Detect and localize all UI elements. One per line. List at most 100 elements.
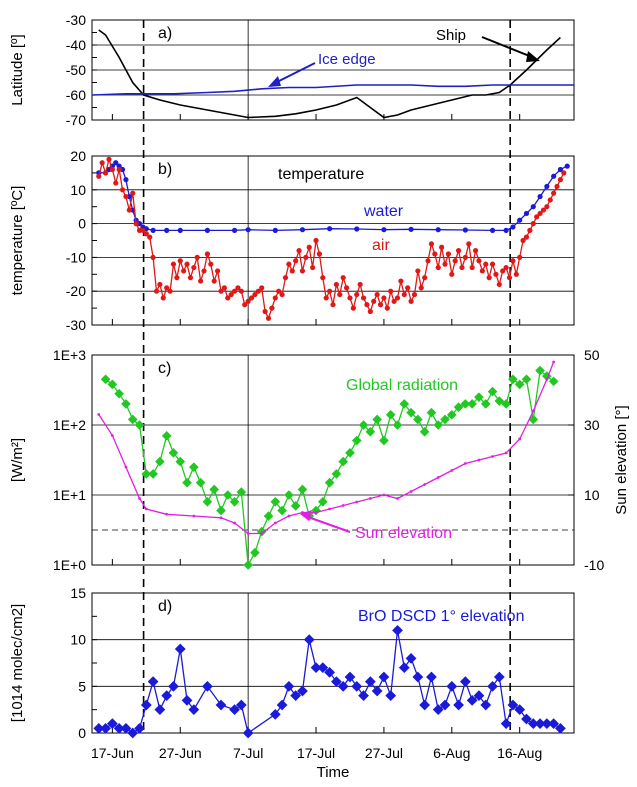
data-point: [303, 254, 309, 260]
data-point: [283, 680, 295, 692]
data-point: [242, 302, 248, 308]
data-point: [340, 275, 346, 281]
data-point: [202, 680, 213, 692]
y2-tick-label: 50: [584, 347, 600, 363]
data-point: [147, 676, 159, 688]
data-point: [164, 285, 170, 291]
data-point: [327, 288, 333, 294]
data-point: [355, 500, 359, 504]
data-point: [368, 497, 372, 500]
data-point: [435, 264, 441, 271]
data-point: [272, 295, 278, 301]
data-point: [245, 227, 251, 233]
data-point: [418, 285, 424, 291]
y2-axis-label: Sun elevation [°]: [613, 405, 630, 514]
data-point: [517, 217, 523, 223]
data-point: [211, 278, 217, 284]
data-point: [396, 497, 399, 500]
annotation-air: air: [372, 237, 390, 254]
data-point: [192, 514, 196, 518]
data-point: [405, 285, 411, 291]
x-tick-label: 27-Jun: [159, 745, 202, 761]
data-point: [406, 407, 416, 418]
data-point: [154, 704, 166, 716]
data-point: [116, 166, 122, 173]
data-point: [388, 288, 394, 294]
data-point: [548, 718, 560, 730]
data-point: [153, 288, 160, 294]
y-axis-label: Latitude [º]: [9, 34, 26, 105]
annotation-water: water: [363, 203, 404, 220]
data-point: [133, 221, 139, 227]
data-point: [408, 226, 414, 232]
data-point: [243, 560, 253, 570]
data-point: [198, 278, 204, 284]
data-point: [296, 248, 302, 254]
y-axis-label: [1014 molec/cm2]: [9, 604, 26, 722]
data-point: [463, 462, 467, 465]
data-point: [486, 275, 492, 281]
data-point: [367, 308, 373, 315]
panel-label: b): [158, 161, 172, 178]
data-point: [228, 291, 234, 298]
annotation-ice-edge: Ice edge: [318, 51, 376, 68]
data-point: [107, 379, 118, 390]
data-point: [157, 281, 163, 288]
data-point: [293, 258, 299, 264]
x-axis-title: Time: [317, 764, 350, 781]
data-point: [276, 699, 288, 711]
data-point: [354, 226, 360, 232]
data-point: [259, 285, 265, 291]
data-point: [187, 275, 194, 281]
data-point: [177, 258, 183, 264]
data-point: [161, 431, 172, 441]
y-tick-label: 1E+2: [53, 417, 86, 433]
data-point: [269, 708, 281, 720]
data-point: [204, 227, 211, 233]
data-point: [303, 634, 315, 646]
data-point: [138, 497, 141, 500]
data-point: [262, 308, 268, 315]
data-point: [109, 166, 115, 173]
data-point: [534, 718, 546, 730]
data-point: [364, 676, 376, 688]
data-point: [181, 694, 193, 706]
data-point: [222, 490, 233, 500]
data-point: [494, 396, 505, 406]
data-point: [384, 305, 390, 311]
data-point: [530, 204, 536, 210]
data-point: [459, 264, 465, 271]
data-point: [290, 501, 301, 511]
y-tick-label: 10: [70, 632, 86, 648]
data-point: [450, 469, 454, 472]
data-point: [354, 291, 360, 298]
data-point: [235, 699, 247, 711]
data-point: [313, 237, 319, 244]
data-point: [263, 511, 274, 521]
data-point: [477, 458, 481, 462]
data-point: [445, 251, 452, 257]
y-tick-label: 0: [78, 725, 86, 741]
y-axis-label: temperature [ºC]: [9, 186, 26, 296]
data-point: [555, 722, 566, 734]
data-point: [246, 532, 250, 535]
data-point: [554, 183, 560, 190]
data-point: [371, 685, 383, 697]
y-tick-label: 1E+0: [53, 557, 86, 573]
y-tick-label: -60: [66, 87, 86, 103]
data-point: [537, 210, 543, 217]
data-point: [351, 680, 363, 692]
y-tick-label: -30: [66, 317, 86, 333]
data-point: [184, 261, 190, 267]
data-point: [150, 227, 156, 233]
data-point: [548, 376, 559, 387]
data-point: [540, 207, 547, 213]
annotation-ship: Ship: [436, 27, 466, 44]
data-point: [374, 291, 380, 298]
data-point: [350, 305, 356, 311]
data-point: [453, 699, 464, 711]
data-point: [144, 507, 148, 511]
data-point: [489, 261, 496, 267]
data-point: [195, 477, 206, 488]
sun-elevation-arrow: [307, 516, 351, 533]
